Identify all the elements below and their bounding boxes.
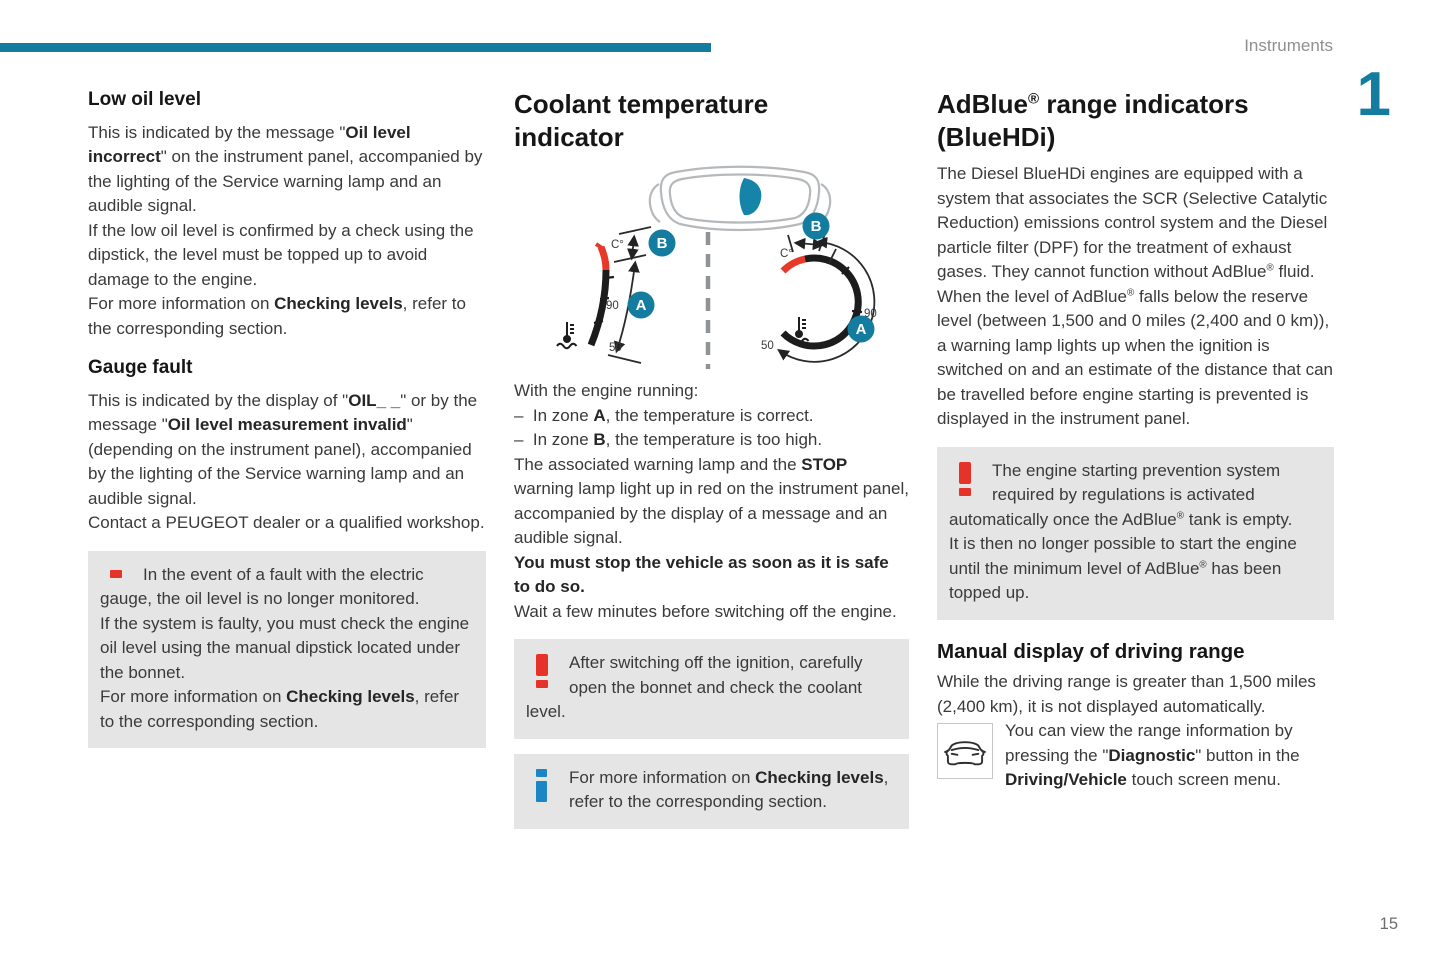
paragraph: In the event of a fault with the electri… [100, 564, 424, 609]
warning-box-coolant: After switching off the ignition, carefu… [514, 639, 909, 739]
heading-adblue-range: AdBlue® range indicators (BlueHDi) [937, 89, 1249, 152]
paragraph: The associated warning lamp and the STOP… [514, 454, 910, 548]
heading-coolant-temperature: Coolant temperature indicator [514, 89, 769, 152]
zone-a-badge [847, 315, 875, 343]
svg-text:50: 50 [609, 342, 622, 354]
paragraph: – In zone A, the temperature is correct. [514, 405, 814, 425]
section-label: Instruments [1244, 36, 1333, 55]
heading-manual-display: Manual display of driving range [937, 639, 1245, 663]
paragraph: After switching off the ignition, carefu… [526, 653, 863, 721]
paragraph: When the level of AdBlue® falls below th… [937, 286, 1333, 429]
coolant-temp-symbol [556, 321, 578, 350]
paragraph: If the system is faulty, you must check … [100, 613, 470, 682]
paragraph: You must stop the vehicle as soon as it … [514, 552, 889, 597]
warning-box-oil-gauge: In the event of a fault with the electri… [88, 550, 486, 748]
column-low-oil: Low oil level This is indicated by the m… [88, 88, 486, 748]
svg-text:A: A [856, 321, 867, 338]
svg-text:90: 90 [606, 300, 619, 312]
vehicle-menu-icon [937, 723, 993, 779]
zone-a-badge [627, 291, 655, 319]
paragraph: Wait a few minutes before switching off … [514, 601, 897, 621]
svg-text:B: B [811, 218, 822, 235]
paragraph: The Diesel BlueHDi engines are equipped … [937, 164, 1328, 281]
paragraph: With the engine running: [514, 381, 699, 400]
right-gauge: C° 90 50 B A [761, 212, 877, 363]
paragraph: – In zone B, the temperature is too high… [514, 430, 823, 449]
svg-text:C°: C° [780, 248, 793, 260]
paragraph: For more information on Checking levels,… [88, 294, 466, 338]
paragraph: This is indicated by the display of "OIL… [88, 390, 478, 508]
heading-gauge-fault: Gauge fault [88, 357, 193, 378]
instrument-cluster-outline [648, 165, 832, 232]
info-icon [536, 768, 548, 802]
info-box-checking-levels: For more information on Checking levels,… [514, 753, 909, 829]
paragraph: The engine starting prevention system re… [949, 460, 1293, 529]
svg-text:B: B [657, 235, 668, 252]
car-front-icon [944, 741, 986, 766]
paragraph: Contact a PEUGEOT dealer or a qualified … [88, 513, 485, 532]
warning-exclamation-icon [959, 461, 971, 496]
zone-b-badge [802, 212, 830, 240]
heading-low-oil-level: Low oil level [88, 89, 201, 110]
paragraph: For more information on Checking levels,… [569, 767, 889, 812]
warning-box-adblue: The engine starting prevention system re… [937, 446, 1334, 620]
chapter-number-tab: 1 [1356, 60, 1391, 129]
coolant-temp-symbol [788, 316, 810, 345]
paragraph: It is then no longer possible to start t… [949, 534, 1297, 602]
paragraph: If the low oil level is confirmed by a c… [88, 220, 474, 289]
paragraph: While the driving range is greater than … [937, 672, 1316, 716]
top-accent-bar [0, 43, 711, 52]
column-coolant-temperature: Coolant temperature indicator [514, 88, 909, 829]
paragraph: You can view the range information by pr… [1005, 721, 1300, 789]
column-adblue: AdBlue® range indicators (BlueHDi) The D… [937, 88, 1334, 793]
svg-text:C°: C° [611, 239, 624, 251]
svg-text:90: 90 [864, 308, 877, 320]
page-number: 15 [1379, 915, 1398, 933]
coolant-gauge-diagram: C° 90 50 B A C° 90 50 B [556, 165, 877, 369]
left-gauge: C° 90 50 B A [556, 226, 676, 364]
svg-text:50: 50 [761, 340, 774, 352]
svg-text:A: A [636, 297, 647, 314]
paragraph: For more information on Checking levels,… [100, 687, 460, 731]
cluster-gauge-highlight [739, 178, 762, 216]
paragraph: This is indicated by the message "Oil le… [88, 122, 483, 216]
warning-exclamation-icon [110, 566, 122, 578]
zone-b-badge [648, 229, 676, 257]
diagnostic-paragraph: You can view the range information by pr… [937, 719, 1334, 793]
warning-exclamation-icon [536, 654, 548, 688]
